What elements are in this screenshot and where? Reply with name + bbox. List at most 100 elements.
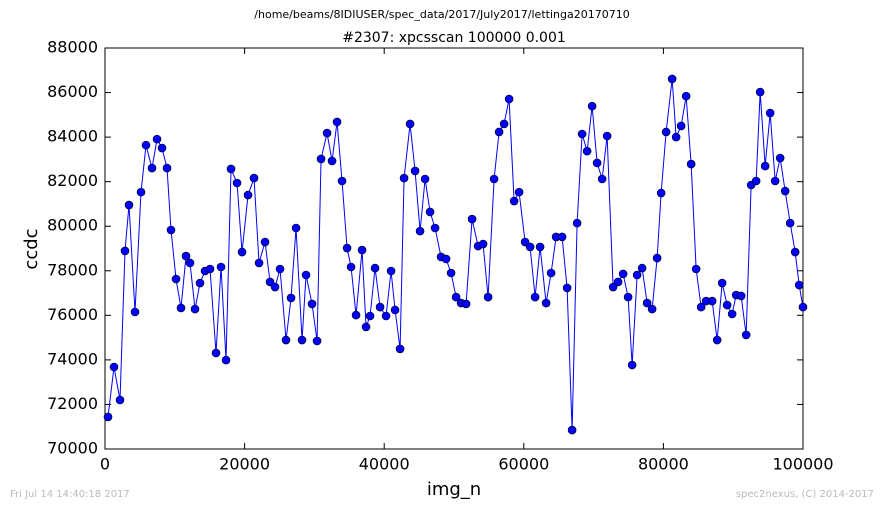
plot-frame: [104, 47, 804, 450]
data-point: [205, 264, 215, 274]
data-point: [316, 154, 326, 164]
data-point: [346, 262, 356, 272]
data-point: [162, 163, 172, 173]
data-point: [243, 190, 253, 200]
data-point: [546, 268, 556, 278]
data-point: [676, 121, 686, 131]
y-tick-label: 84000: [47, 127, 98, 146]
data-point: [530, 292, 540, 302]
data-point: [671, 132, 681, 142]
data-point: [577, 129, 587, 139]
data-point: [794, 280, 804, 290]
data-point: [281, 335, 291, 345]
x-tick-label: 60000: [498, 455, 549, 474]
data-point: [120, 246, 130, 256]
data-point: [265, 277, 275, 287]
data-point: [597, 174, 607, 184]
data-point: [226, 164, 236, 174]
data-point: [381, 311, 391, 321]
data-point: [613, 277, 623, 287]
x-axis-label: img_n: [427, 479, 481, 500]
data-point: [152, 134, 162, 144]
data-point: [415, 226, 425, 236]
data-point: [681, 91, 691, 101]
data-point: [307, 299, 317, 309]
data-point: [785, 218, 795, 228]
data-point: [425, 207, 435, 217]
data-point: [587, 101, 597, 111]
data-point: [286, 293, 296, 303]
data-point: [136, 187, 146, 197]
x-tick-label: 100000: [772, 455, 833, 474]
x-tick-label: 0: [100, 455, 110, 474]
data-point: [147, 163, 157, 173]
data-point: [176, 303, 186, 313]
data-point: [535, 242, 545, 252]
data-point: [489, 174, 499, 184]
data-point: [365, 311, 375, 321]
data-point: [301, 270, 311, 280]
data-point: [722, 300, 732, 310]
data-point: [647, 304, 657, 314]
data-point: [608, 282, 618, 292]
data-point: [509, 196, 519, 206]
data-point: [115, 395, 125, 405]
data-point: [623, 292, 633, 302]
data-point: [514, 187, 524, 197]
data-point: [342, 243, 352, 253]
data-point: [618, 269, 628, 279]
data-point: [451, 292, 461, 302]
data-point: [627, 360, 637, 370]
data-point: [395, 344, 405, 354]
data-point: [141, 140, 151, 150]
data-point: [221, 355, 231, 365]
data-point: [254, 258, 264, 268]
x-tick-label: 80000: [638, 455, 689, 474]
data-point: [467, 214, 477, 224]
data-point: [755, 87, 765, 97]
data-point: [790, 247, 800, 257]
x-tick-label: 20000: [219, 455, 270, 474]
data-point: [237, 247, 247, 257]
data-line: [107, 78, 804, 431]
data-point: [478, 239, 488, 249]
data-point: [249, 173, 259, 183]
data-point: [410, 166, 420, 176]
data-point: [751, 176, 761, 186]
data-point: [109, 362, 119, 372]
data-point: [775, 153, 785, 163]
y-tick-label: 76000: [47, 305, 98, 324]
data-point: [602, 131, 612, 141]
data-point: [157, 143, 167, 153]
data-point: [652, 253, 662, 263]
y-tick-label: 78000: [47, 260, 98, 279]
data-point: [494, 127, 504, 137]
data-point: [592, 158, 602, 168]
data-point: [405, 119, 415, 129]
data-point: [375, 302, 385, 312]
data-point: [642, 298, 652, 308]
data-point: [275, 264, 285, 274]
x-tick-label: 40000: [359, 455, 410, 474]
data-point: [765, 108, 775, 118]
data-point: [661, 127, 671, 137]
y-tick-label: 86000: [47, 82, 98, 101]
data-point: [541, 298, 551, 308]
data-point: [337, 176, 347, 186]
data-point: [760, 161, 770, 171]
data-point: [504, 94, 514, 104]
data-point: [103, 412, 113, 422]
data-point: [741, 330, 751, 340]
data-point: [195, 278, 205, 288]
data-point: [166, 225, 176, 235]
y-tick-label: 82000: [47, 171, 98, 190]
data-point: [446, 268, 456, 278]
data-point: [525, 242, 535, 252]
data-point: [420, 174, 430, 184]
data-point: [216, 262, 226, 272]
data-point: [441, 254, 451, 264]
data-point: [124, 200, 134, 210]
data-point: [727, 309, 737, 319]
y-tick-label: 88000: [47, 38, 98, 57]
